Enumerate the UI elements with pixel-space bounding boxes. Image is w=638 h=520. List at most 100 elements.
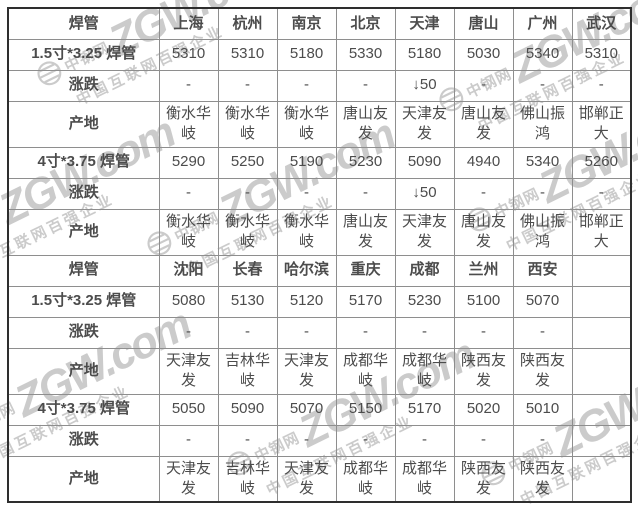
change-value: - (217, 424, 278, 457)
price-value: 5250 (217, 146, 278, 179)
change-value: - (276, 316, 337, 349)
change-value: - (335, 69, 396, 102)
city-header[interactable]: 西安 (512, 254, 573, 287)
change-value: - (453, 69, 514, 102)
city-header[interactable]: 上海 (158, 7, 219, 40)
price-value: 5050 (158, 393, 219, 426)
origin-value: 衡水华岐 (217, 100, 278, 148)
empty-cell (571, 316, 632, 349)
origin-value: 吉林华岐 (217, 455, 278, 503)
change-value: - (512, 69, 573, 102)
price-value: 5120 (276, 285, 337, 318)
change-value: - (335, 177, 396, 210)
change-value: - (394, 424, 455, 457)
price-value: 5170 (394, 393, 455, 426)
price-value: 5150 (335, 393, 396, 426)
change-value: - (217, 316, 278, 349)
origin-row: 产地 天津友发 吉林华岐 天津友发 成都华岐 成都华岐 陕西友发 陕西友发 (7, 347, 632, 395)
city-header[interactable]: 长春 (217, 254, 278, 287)
change-value: - (453, 177, 514, 210)
origin-value: 唐山友发 (335, 100, 396, 148)
city-header[interactable]: 北京 (335, 7, 396, 40)
change-row: 涨跌 - - - - - - - (7, 424, 632, 457)
origin-value: 唐山友发 (335, 208, 396, 256)
price-value: 5070 (512, 285, 573, 318)
change-row: 涨跌 - - - - - - - (7, 316, 632, 349)
section-header-row: 焊管 上海 杭州 南京 北京 天津 唐山 广州 武汉 (7, 7, 632, 40)
origin-value: 天津友发 (158, 455, 219, 503)
origin-value: 成都华岐 (335, 347, 396, 395)
price-value: 5230 (394, 285, 455, 318)
origin-value: 陕西友发 (512, 455, 573, 503)
price-value: 5100 (453, 285, 514, 318)
city-header[interactable]: 唐山 (453, 7, 514, 40)
origin-value: 邯郸正大 (571, 208, 632, 256)
city-header[interactable]: 重庆 (335, 254, 396, 287)
row-label: 产地 (7, 208, 160, 256)
price-value: 5310 (571, 38, 632, 71)
price-value: 4940 (453, 146, 514, 179)
city-header[interactable]: 沈阳 (158, 254, 219, 287)
city-header[interactable]: 成都 (394, 254, 455, 287)
change-value: - (512, 424, 573, 457)
price-value: 5340 (512, 146, 573, 179)
empty-cell (571, 254, 632, 287)
city-header[interactable]: 武汉 (571, 7, 632, 40)
change-value: - (335, 424, 396, 457)
row-label: 产地 (7, 100, 160, 148)
origin-value: 佛山振鸿 (512, 100, 573, 148)
price-value: 5310 (158, 38, 219, 71)
price-row: 1.5寸*3.25 焊管 5310 5310 5180 5330 5180 5030 5340… (7, 38, 632, 71)
price-value: 5310 (217, 38, 278, 71)
origin-value: 衡水华岐 (276, 208, 337, 256)
price-row: 1.5寸*3.25 焊管 5080 5130 5120 5170 5230 5100 5070 (7, 285, 632, 318)
row-label: 4寸*3.75 焊管 (7, 393, 160, 426)
change-row: 涨跌 - - - - ↓50- - - (7, 177, 632, 210)
change-value: - (158, 69, 219, 102)
city-header[interactable]: 哈尔滨 (276, 254, 337, 287)
change-value: - (335, 316, 396, 349)
change-value: - (217, 177, 278, 210)
price-value: 5230 (335, 146, 396, 179)
price-value: 5090 (217, 393, 278, 426)
origin-row: 产地 衡水华岐 衡水华岐 衡水华岐 唐山友发 天津友发 唐山友发 佛山振鸿 邯郸正大 (7, 100, 632, 148)
origin-value: 成都华岐 (394, 455, 455, 503)
change-value: - (158, 424, 219, 457)
city-header[interactable]: 广州 (512, 7, 573, 40)
price-row: 4寸*3.75 焊管 5290 5250 5190 5230 5090 4940 5340 52… (7, 146, 632, 179)
origin-value: 吉林华岐 (217, 347, 278, 395)
price-value: 5020 (453, 393, 514, 426)
origin-row: 产地 天津友发 吉林华岐 天津友发 成都华岐 成都华岐 陕西友发 陕西友发 (7, 455, 632, 503)
origin-value: 天津友发 (158, 347, 219, 395)
price-value: 5090 (394, 146, 455, 179)
price-value: 5180 (394, 38, 455, 71)
origin-value: 邯郸正大 (571, 100, 632, 148)
change-value: ↓50 (394, 69, 455, 102)
origin-value: 天津友发 (276, 455, 337, 503)
city-header[interactable]: 杭州 (217, 7, 278, 40)
row-label: 1.5寸*3.25 焊管 (7, 285, 160, 318)
change-value: - (512, 316, 573, 349)
origin-value: 衡水华岐 (158, 208, 219, 256)
origin-value: 天津友发 (394, 100, 455, 148)
row-label: 涨跌 (7, 69, 160, 102)
price-value: 5290 (158, 146, 219, 179)
price-value: 5260 (571, 146, 632, 179)
row-label: 涨跌 (7, 177, 160, 210)
change-value: - (394, 316, 455, 349)
origin-value: 唐山友发 (453, 208, 514, 256)
city-header[interactable]: 南京 (276, 7, 337, 40)
change-value: - (276, 177, 337, 210)
change-value: - (571, 177, 632, 210)
change-value: - (453, 316, 514, 349)
origin-value: 成都华岐 (394, 347, 455, 395)
origin-value: 陕西友发 (453, 347, 514, 395)
origin-value: 唐山友发 (453, 100, 514, 148)
origin-value: 天津友发 (394, 208, 455, 256)
price-row: 4寸*3.75 焊管 5050 5090 5070 5150 5170 5020 5010 (7, 393, 632, 426)
city-header[interactable]: 兰州 (453, 254, 514, 287)
city-header[interactable]: 天津 (394, 7, 455, 40)
section-title: 焊管 (7, 254, 160, 287)
change-value: - (217, 69, 278, 102)
change-value: - (276, 69, 337, 102)
